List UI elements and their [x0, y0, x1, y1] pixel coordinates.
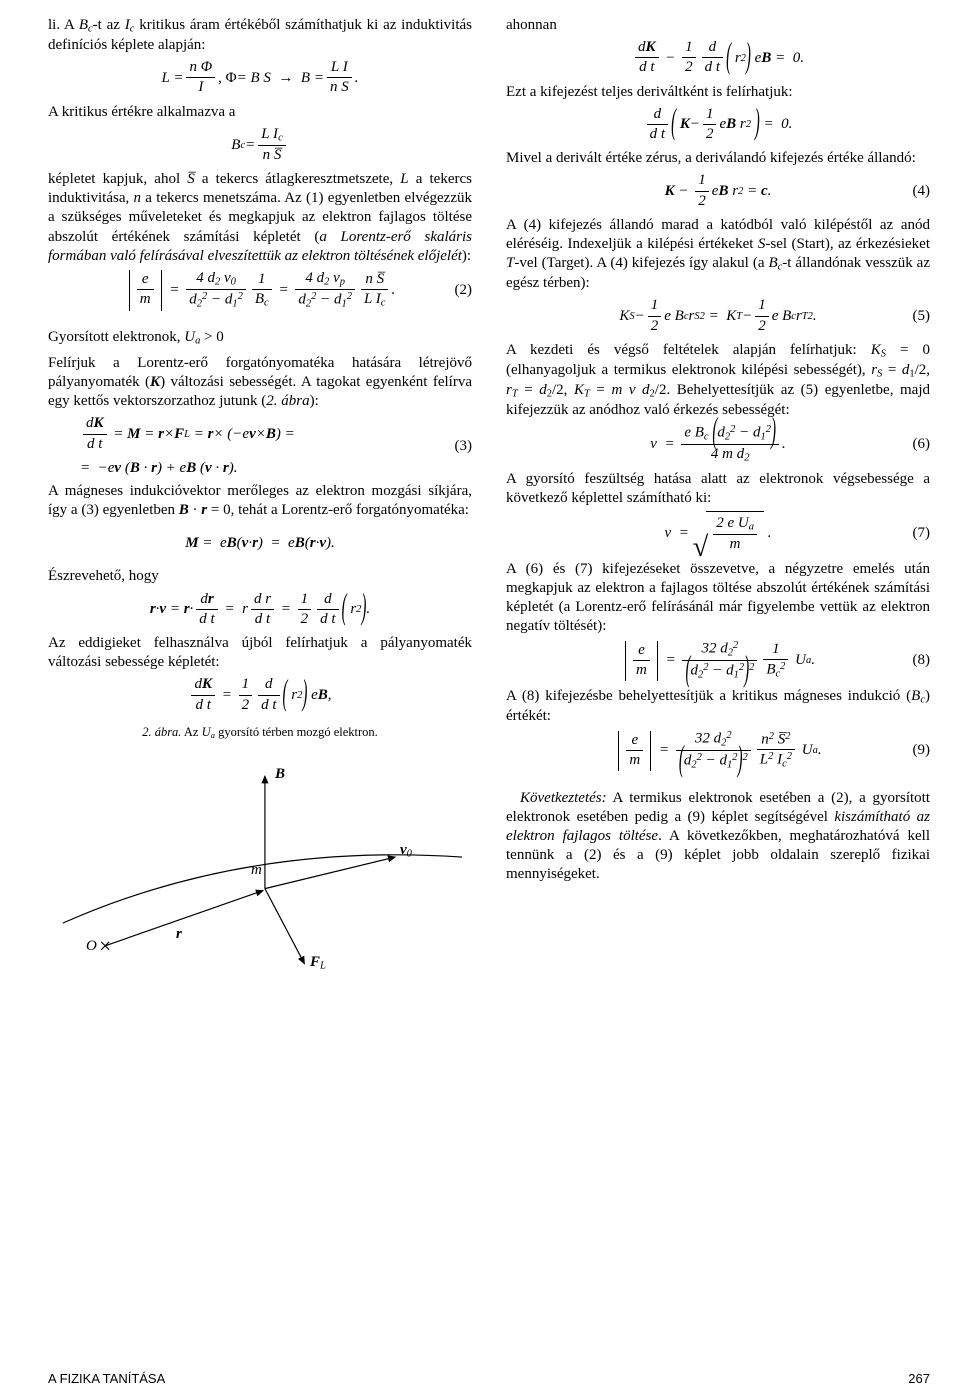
page-footer: A FIZIKA TANÍTÁSA 267: [48, 1371, 930, 1388]
equation-total-deriv: dd t ( K − 12 eB r2 ) = 0.: [506, 105, 930, 145]
text: ):: [462, 248, 471, 264]
eq-number: (7): [913, 524, 931, 543]
para: li. A Bc-t az Ic kritikus áram értékéből…: [48, 16, 472, 55]
eq-number: (9): [913, 741, 931, 760]
label-v0: v0: [400, 841, 412, 861]
two-column-layout: li. A Bc-t az Ic kritikus áram értékéből…: [48, 16, 930, 977]
equation-5: KS − 12 e Bc rS2 = KT − 12 e Bc rT2. (5): [506, 296, 930, 336]
para: Ezt a kifejezést teljes deriváltként is …: [506, 83, 930, 102]
eq-number: (2): [455, 281, 473, 300]
equation-L-def: L = n ΦI, Φ = B S → B = L In S.: [48, 58, 472, 98]
equation-Bc: Bc = L Ic n S̅: [48, 125, 472, 166]
label-m: m: [251, 861, 262, 880]
para: A kritikus értékre alkalmazva a: [48, 103, 472, 122]
caption-ref: 2. ábra.: [142, 725, 181, 739]
para: ahonnan: [506, 16, 930, 35]
equation-8: em = 32 d22 (d22 − d12)2 1Bc2 Ua. (8): [506, 639, 930, 683]
left-column: li. A Bc-t az Ic kritikus áram értékéből…: [48, 16, 472, 977]
equation-6: v = e Bc (d22 − d12) 4 m d2 . (6): [506, 423, 930, 466]
footer-left: A FIZIKA TANÍTÁSA: [48, 1371, 165, 1388]
equation-dKdt: dKd t = 12 dd t ( r2) eB,: [48, 675, 472, 715]
para: Mivel a derivált értéke zérus, a derivál…: [506, 149, 930, 168]
label-FL: FL: [310, 953, 326, 973]
eq-number: (3): [455, 437, 473, 456]
para: A gyorsító feszültség hatása alatt az el…: [506, 470, 930, 508]
equation-rv: r · v = r · drd t = r d rd t = 12 dd t (…: [48, 590, 472, 630]
para: A kezdeti és végső feltételek alapján fe…: [506, 341, 930, 420]
para: A (8) kifejezésbe behelyettesítjük a kri…: [506, 687, 930, 726]
eq-number: (8): [913, 651, 931, 670]
footer-page-number: 267: [908, 1371, 930, 1388]
para: Felírjuk a Lorentz-erő forgatónyomatéka …: [48, 354, 472, 412]
text-italic: Következtetés:: [520, 790, 607, 806]
para: Észrevehető, hogy: [48, 567, 472, 586]
eq-number: (5): [913, 307, 931, 326]
label-O: O: [86, 937, 97, 956]
equation-4: K − 12 eB r2 = c. (4): [506, 171, 930, 211]
subheading: Gyorsított elektronok, Ua > 0: [48, 328, 472, 348]
para: A mágneses indukcióvektor merőleges az e…: [48, 482, 472, 520]
para: A (4) kifejezés állandó marad a katódból…: [506, 216, 930, 294]
equation-3: dKd t = M = r × FL = r × (−ev × B) = = −…: [48, 414, 472, 478]
equation-M: M = eB (v · r) = eB (r · v).: [48, 523, 472, 563]
equation-dKdt-zero: dKd t − 12 dd t ( r2) eB = 0.: [506, 38, 930, 78]
eq-number: (6): [913, 435, 931, 454]
figure-caption: 2. ábra. Az Ua gyorsító térben mozgó ele…: [48, 724, 472, 741]
eq-number: (4): [913, 182, 931, 201]
label-r: r: [176, 925, 182, 944]
para: A (6) és (7) kifejezéseket összevetve, a…: [506, 560, 930, 637]
page: li. A Bc-t az Ic kritikus áram értékéből…: [0, 0, 960, 1396]
text: képletet kapjuk, ahol: [48, 171, 187, 187]
right-column: ahonnan dKd t − 12 dd t ( r2) eB = 0. Ez…: [506, 16, 930, 977]
para: Az eddigieket felhasználva újból felírha…: [48, 634, 472, 672]
equation-7: v = √ 2 e Ua m . (7): [506, 511, 930, 555]
caption-text: Az Ua gyorsító térben mozgó elektron.: [184, 725, 378, 739]
para: képletet kapjuk, ahol S̅ a tekercs átlag…: [48, 170, 472, 266]
equation-2: em = 4 d2 v0 d22 − d12 1Bc = 4 d2 vp d22…: [48, 269, 472, 312]
para-conclusion: Következtetés: A termikus elektronok ese…: [506, 789, 930, 885]
figure-2: B m v0 r O FL: [48, 747, 472, 977]
equation-9: em = 32 d22 (d22 − d12)2 n2 S̅2 L2 Ic2 U…: [506, 729, 930, 773]
label-B: B: [275, 765, 285, 784]
